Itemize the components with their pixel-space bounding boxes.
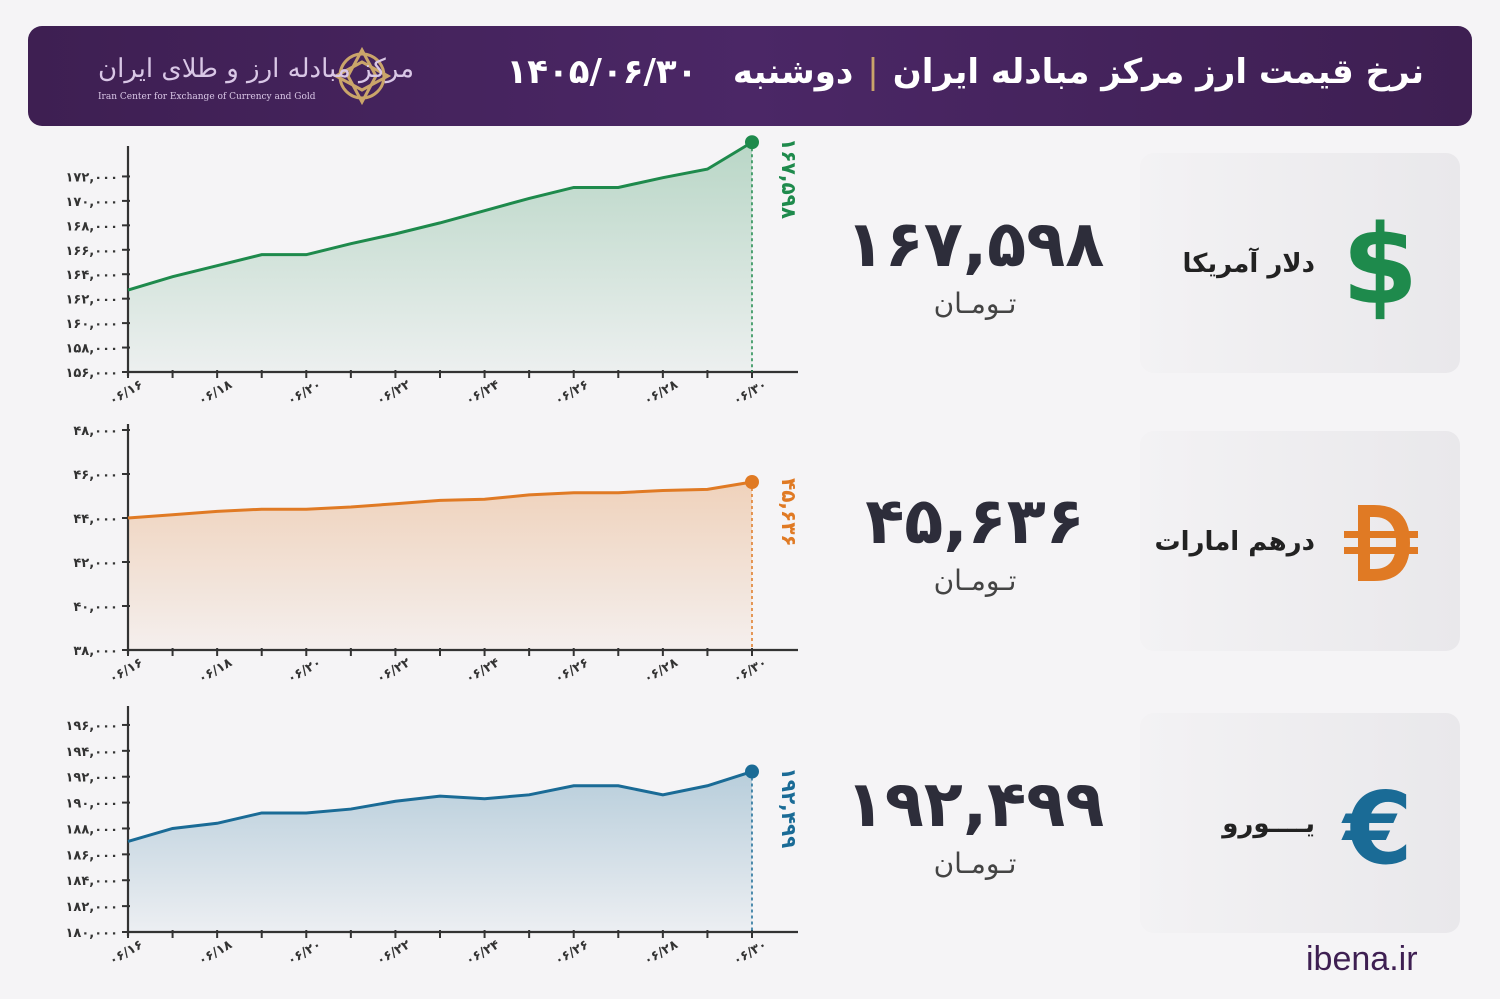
- chart-eur-svg: ۱۸۰,۰۰۰ ۱۸۲,۰۰۰ ۱۸۴,۰۰۰ ۱۸۶,۰۰۰ ۱۸۸,۰۰۰ ۱۹۰,۰…: [65, 706, 801, 969]
- y-tick-label: ۱۹۶,۰۰۰: [65, 719, 118, 734]
- x-tick-label: ۰۶/۲۸: [642, 377, 681, 408]
- y-tick-label: ۱۶۰,۰۰۰: [65, 317, 118, 332]
- dollar-icon: $: [1342, 203, 1419, 323]
- currency-card-usd: دلار آمریکا $: [1140, 153, 1460, 373]
- price-block-usd: ۱۶۷,۵۹۸ تـومـان: [830, 205, 1120, 320]
- endpoint-marker: [745, 475, 759, 490]
- y-tick-label: ۴۲,۰۰۰: [73, 556, 118, 571]
- x-tick-label: ۰۶/۳۰: [731, 655, 770, 686]
- y-tick-label: ۱۶۲,۰۰۰: [65, 293, 118, 308]
- y-tick-label: ۴۶,۰۰۰: [73, 468, 118, 483]
- endpoint-marker: [745, 764, 759, 779]
- x-tick-label: ۰۶/۳۰: [731, 377, 770, 408]
- x-tick-label: ۰۶/۱۸: [196, 377, 235, 408]
- y-tick-label: ۱۵۸,۰۰۰: [65, 342, 118, 357]
- x-tick-label: ۰۶/۲۴: [463, 655, 502, 686]
- x-tick-label: ۰۶/۲۰: [285, 655, 324, 686]
- x-tick-label: ۰۶/۱۸: [196, 655, 235, 686]
- price-value: ۱۶۷,۵۹۸: [845, 208, 1105, 282]
- x-tick-label: ۰۶/۲۲: [374, 937, 413, 968]
- currency-name: دلار آمریکا: [1182, 249, 1315, 279]
- header-banner: مرکز مبادله ارز و طلای ایران Iran Center…: [28, 26, 1472, 126]
- site-url: ibena.ir: [1306, 940, 1418, 978]
- date: ۱۴۰۵/۰۶/۳۰: [506, 52, 698, 92]
- weekday: دوشنبه: [732, 52, 854, 92]
- page-title: نرخ قیمت ارز مرکز مبادله ایران: [892, 52, 1424, 92]
- y-tick-label: ۱۷۲,۰۰۰: [65, 170, 118, 185]
- y-tick-label: ۴۰,۰۰۰: [73, 600, 118, 615]
- dirham-icon: [1344, 505, 1418, 581]
- x-tick-label: ۰۶/۳۰: [731, 937, 770, 968]
- logo-text-fa: مرکز مبادله ارز و طلای ایران: [98, 54, 415, 84]
- endpoint-value-label: ۱۹۲,۴۹۹: [777, 768, 801, 849]
- y-tick-label: ۱۶۶,۰۰۰: [65, 244, 118, 259]
- x-tick-label: ۰۶/۲۸: [642, 655, 681, 686]
- x-tick-label: ۰۶/۱۶: [107, 377, 146, 408]
- x-tick-label: ۰۶/۱۸: [196, 937, 235, 968]
- price-value: ۴۵,۶۳۶: [865, 485, 1085, 559]
- price-unit: تـومـان: [933, 287, 1017, 320]
- y-tick-label: ۱۹۴,۰۰۰: [65, 745, 118, 760]
- logo: مرکز مبادله ارز و طلای ایران Iran Center…: [68, 44, 414, 108]
- chart-usd: ۱۵۶,۰۰۰ ۱۵۸,۰۰۰ ۱۶۰,۰۰۰ ۱۶۲,۰۰۰ ۱۶۴,۰۰۰ ۱۶۶,۰…: [28, 135, 818, 415]
- x-tick-label: ۰۶/۲۲: [374, 655, 413, 686]
- area-fill: [128, 771, 752, 932]
- y-tick-label: ۱۹۲,۰۰۰: [65, 771, 118, 786]
- svg-text:€: €: [1341, 770, 1413, 883]
- y-tick-label: ۱۸۰,۰۰۰: [65, 926, 118, 941]
- currency-card-aed: درهم امارات: [1140, 431, 1460, 651]
- y-tick-label: ۴۴,۰۰۰: [73, 512, 118, 527]
- x-tick-label: ۰۶/۲۴: [463, 937, 502, 968]
- chart-aed: ۳۸,۰۰۰ ۴۰,۰۰۰ ۴۲,۰۰۰ ۴۴,۰۰۰ ۴۶,۰۰۰ ۴۸,۰۰۰ ۰۶/۱…: [28, 418, 818, 693]
- chart-eur: ۱۸۰,۰۰۰ ۱۸۲,۰۰۰ ۱۸۴,۰۰۰ ۱۸۶,۰۰۰ ۱۸۸,۰۰۰ ۱۹۰,۰…: [28, 700, 818, 975]
- series-line: [127, 480, 753, 520]
- x-tick-label: ۰۶/۲۶: [552, 655, 591, 686]
- logo-text-en: Iran Center for Exchange of Currency and…: [98, 92, 316, 102]
- x-tick-label: ۰۶/۱۶: [107, 937, 146, 968]
- price-value: ۱۹۲,۴۹۹: [845, 768, 1105, 842]
- endpoint-value-label: ۴۵,۶۳۶: [777, 478, 801, 547]
- x-tick-label: ۰۶/۲۸: [642, 937, 681, 968]
- header-title-row: نرخ قیمت ارز مرکز مبادله ایران | دوشنبه ۱۴…: [507, 52, 1424, 92]
- currency-card-eur: یــــورو €: [1140, 713, 1460, 933]
- y-tick-label: ۱۹۰,۰۰۰: [65, 797, 118, 812]
- area-fill: [128, 142, 752, 372]
- y-tick-label: ۱۵۶,۰۰۰: [65, 366, 118, 381]
- title-separator: |: [867, 52, 879, 92]
- chart-aed-svg: ۳۸,۰۰۰ ۴۰,۰۰۰ ۴۲,۰۰۰ ۴۴,۰۰۰ ۴۶,۰۰۰ ۴۸,۰۰۰ ۰۶/۱…: [73, 424, 801, 687]
- y-tick-label: ۱۶۴,۰۰۰: [65, 268, 118, 283]
- currency-name: یــــورو: [1222, 809, 1315, 839]
- x-tick-label: ۰۶/۱۶: [107, 655, 146, 686]
- svg-text:$: $: [1342, 203, 1419, 323]
- y-tick-label: ۴۸,۰۰۰: [73, 424, 118, 439]
- price-unit: تـومـان: [933, 847, 1017, 880]
- x-tick-label: ۰۶/۲۶: [552, 937, 591, 968]
- y-tick-label: ۱۸۶,۰۰۰: [65, 848, 118, 863]
- x-tick-label: ۰۶/۲۲: [374, 377, 413, 408]
- chart-usd-svg: ۱۵۶,۰۰۰ ۱۵۸,۰۰۰ ۱۶۰,۰۰۰ ۱۶۲,۰۰۰ ۱۶۴,۰۰۰ ۱۶۶,۰…: [65, 135, 801, 409]
- endpoint-value-label: ۱۶۷,۵۹۸: [777, 138, 801, 219]
- series-line: [127, 140, 753, 292]
- logo-emblem-icon: [332, 46, 392, 106]
- price-block-eur: ۱۹۲,۴۹۹ تـومـان: [830, 765, 1120, 880]
- y-tick-label: ۳۸,۰۰۰: [73, 644, 118, 659]
- y-tick-label: ۱۸۴,۰۰۰: [65, 874, 118, 889]
- y-tick-label: ۱۸۲,۰۰۰: [65, 900, 118, 915]
- price-unit: تـومـان: [933, 564, 1017, 597]
- currency-name: درهم امارات: [1154, 527, 1315, 557]
- x-tick-label: ۰۶/۲۰: [285, 377, 324, 408]
- y-tick-label: ۱۶۸,۰۰۰: [65, 219, 118, 234]
- price-block-aed: ۴۵,۶۳۶ تـومـان: [830, 482, 1120, 597]
- area-fill: [128, 482, 752, 650]
- y-tick-label: ۱۷۰,۰۰۰: [65, 195, 118, 210]
- x-tick-label: ۰۶/۲۰: [285, 937, 324, 968]
- x-tick-label: ۰۶/۲۴: [463, 377, 502, 408]
- endpoint-marker: [745, 135, 759, 150]
- series-line: [127, 770, 753, 843]
- euro-icon: €: [1341, 770, 1413, 883]
- x-tick-label: ۰۶/۲۶: [552, 377, 591, 408]
- y-tick-label: ۱۸۸,۰۰۰: [65, 822, 118, 837]
